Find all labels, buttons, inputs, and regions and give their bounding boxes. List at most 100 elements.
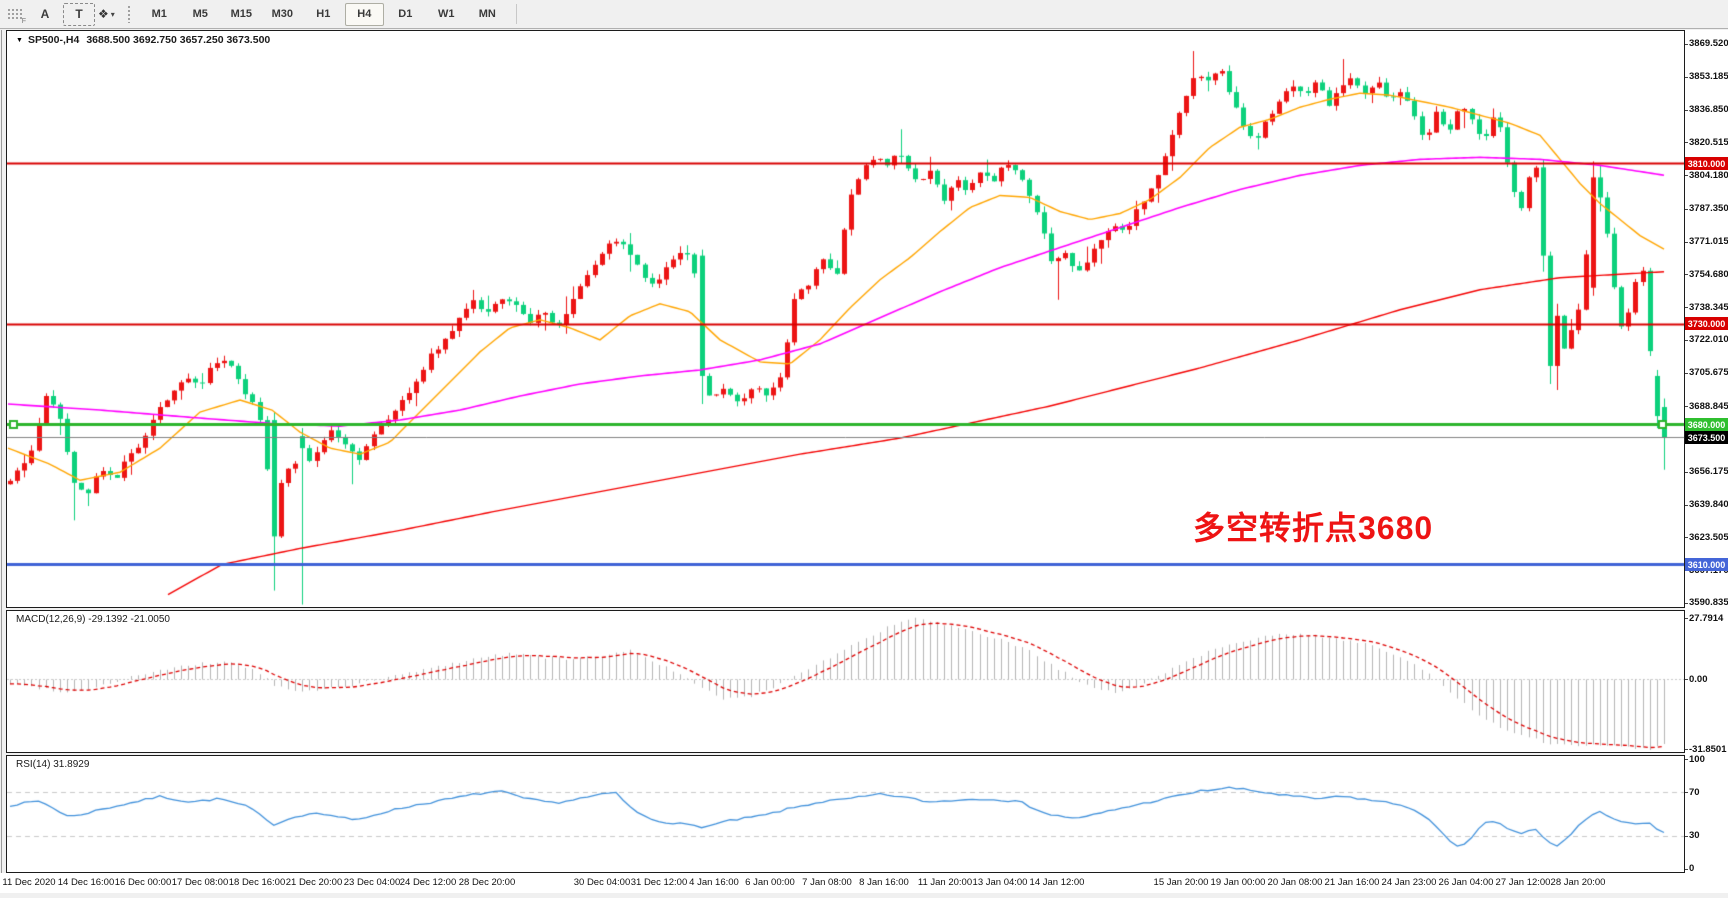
chart-text-annotation[interactable]: 多空转折点3680 [1193,510,1434,546]
date-label: 21 Jan 16:00 [1324,877,1380,888]
price-tick: 3705.675 [1689,367,1728,378]
chart-symbol-period: SP500-,H4 [27,34,80,46]
price-tick-dash [1685,274,1688,275]
date-label: 21 Dec 20:00 [285,877,343,888]
price-tick-dash [1685,242,1688,243]
date-label: 19 Jan 00:00 [1210,877,1266,888]
timeframe-toolbar-grip-icon[interactable] [126,5,131,23]
price-tick-dash [1685,110,1688,111]
rsi-canvas[interactable] [7,756,1684,872]
price-tick-dash [1685,603,1688,604]
date-label: 24 Dec 12:00 [399,877,457,888]
rsi-tick: 100 [1689,754,1705,765]
price-tick: 3656.175 [1689,466,1728,477]
date-label: 16 Dec 00:00 [114,877,172,888]
rsi-tick: 70 [1689,787,1700,798]
price-tick: 3853.185 [1689,71,1728,82]
macd-tick-dash [1685,618,1688,619]
left-border-line [1,30,2,893]
price-tick: 3836.850 [1689,104,1728,115]
date-label: 13 Jan 04:00 [972,877,1028,888]
date-label: 6 Jan 00:00 [745,877,795,888]
price-tick-dash [1685,472,1688,473]
price-tick: 3688.845 [1689,401,1728,412]
price-tick-dash [1685,175,1688,176]
date-label: 4 Jan 16:00 [689,877,739,888]
price-tick: 3623.505 [1689,532,1728,543]
symbol-dropdown-icon[interactable]: ▼ [16,36,23,44]
main-chart-panel[interactable]: ▼ SP500-,H4 3688.500 3692.750 3657.250 3… [6,30,1685,608]
macd-canvas[interactable] [7,611,1684,752]
macd-panel[interactable]: MACD(12,26,9) -29.1392 -21.0050 [6,610,1685,753]
date-label: 20 Jan 08:00 [1267,877,1323,888]
price-tick-dash [1685,44,1688,45]
price-tick-dash [1685,505,1688,506]
date-label: 24 Jan 23:00 [1381,877,1437,888]
date-label: 28 Jan 20:00 [1550,877,1606,888]
price-tick: 3639.840 [1689,499,1728,510]
price-tick: 3820.515 [1689,137,1728,148]
date-label: 7 Jan 08:00 [802,877,852,888]
date-label: 14 Dec 16:00 [57,877,115,888]
toolbar-grip-icon[interactable]: F [7,7,26,25]
price-tick: 3869.520 [1689,38,1728,49]
date-axis[interactable]: 11 Dec 2020 14 Dec 16:00 16 Dec 00:00 17 De… [0,873,1685,893]
date-label: 8 Jan 16:00 [859,877,909,888]
price-tick-dash [1685,537,1688,538]
price-badge: 3680.000 [1685,418,1728,431]
price-axis[interactable]: 3869.520 3853.185 3836.850 3820.515 3804.180… [1685,30,1728,893]
rsi-tick: 0 [1689,863,1695,874]
price-badge: 3610.000 [1685,558,1728,571]
date-label: 23 Dec 04:00 [343,877,401,888]
macd-tick: -31.8501 [1689,744,1727,755]
price-tick: 3722.010 [1689,334,1728,345]
timeframe-button-m15[interactable]: M15 [230,8,252,20]
text-label-button[interactable]: A [40,7,50,21]
timeframe-button-h4[interactable]: H4 [344,2,384,26]
rsi-tick-dash [1685,792,1688,793]
drawing-tools-icon: ❖ [98,7,109,21]
top-toolbar: F A T ❖ ▾ M1 M5 M15 M30 H1 H4 D1 W1 MN [0,0,1728,29]
macd-tick: 27.7914 [1689,613,1724,624]
drawing-tools-button[interactable]: ❖ ▾ [98,8,115,20]
chart-ohlc-values: 3688.500 3692.750 3657.250 3673.500 [86,34,271,46]
timeframe-button-w1[interactable]: W1 [438,8,455,20]
price-tick-dash [1685,209,1688,210]
rsi-tick-dash [1685,869,1688,870]
date-label: 26 Jan 04:00 [1438,877,1494,888]
rsi-tick: 30 [1689,830,1700,841]
date-label: 15 Jan 20:00 [1153,877,1209,888]
rsi-panel[interactable]: RSI(14) 31.8929 [6,755,1685,873]
price-tick: 3590.835 [1689,597,1728,608]
date-label: 30 Dec 04:00 [573,877,631,888]
price-tick: 3754.680 [1689,269,1728,280]
price-tick-dash [1685,307,1688,308]
price-tick: 3804.180 [1689,170,1728,181]
rsi-tick-dash [1685,836,1688,837]
price-badge: 3810.000 [1685,157,1728,170]
timeframe-button-d1[interactable]: D1 [398,8,413,20]
price-tick-dash [1685,373,1688,374]
price-tick-dash [1685,77,1688,78]
chart-title: ▼ SP500-,H4 3688.500 3692.750 3657.250 3… [16,34,270,46]
timeframe-button-m30[interactable]: M30 [271,8,293,20]
toolbar-separator [515,4,517,24]
timeframe-button-m1[interactable]: M1 [151,8,167,20]
date-label: 31 Dec 12:00 [630,877,688,888]
chevron-down-icon: ▾ [110,9,115,19]
rsi-label: RSI(14) 31.8929 [16,759,90,770]
macd-label: MACD(12,26,9) -29.1392 -21.0050 [16,614,170,625]
timeframe-toolbar: M1 M5 M15 M30 H1 H4 D1 W1 MN [139,2,508,26]
timeframe-button-m5[interactable]: M5 [192,8,208,20]
date-label: 14 Jan 12:00 [1029,877,1085,888]
date-label: 28 Dec 20:00 [458,877,516,888]
date-label: 11 Dec 2020 [2,877,56,888]
timeframe-button-mn[interactable]: MN [478,8,496,20]
price-badge: 3673.500 [1685,431,1728,444]
date-label: 17 Dec 08:00 [171,877,229,888]
text-box-button[interactable]: T [63,2,95,26]
timeframe-button-h1[interactable]: H1 [316,8,331,20]
main-chart-canvas[interactable] [7,31,1684,607]
rsi-tick-dash [1685,759,1688,760]
